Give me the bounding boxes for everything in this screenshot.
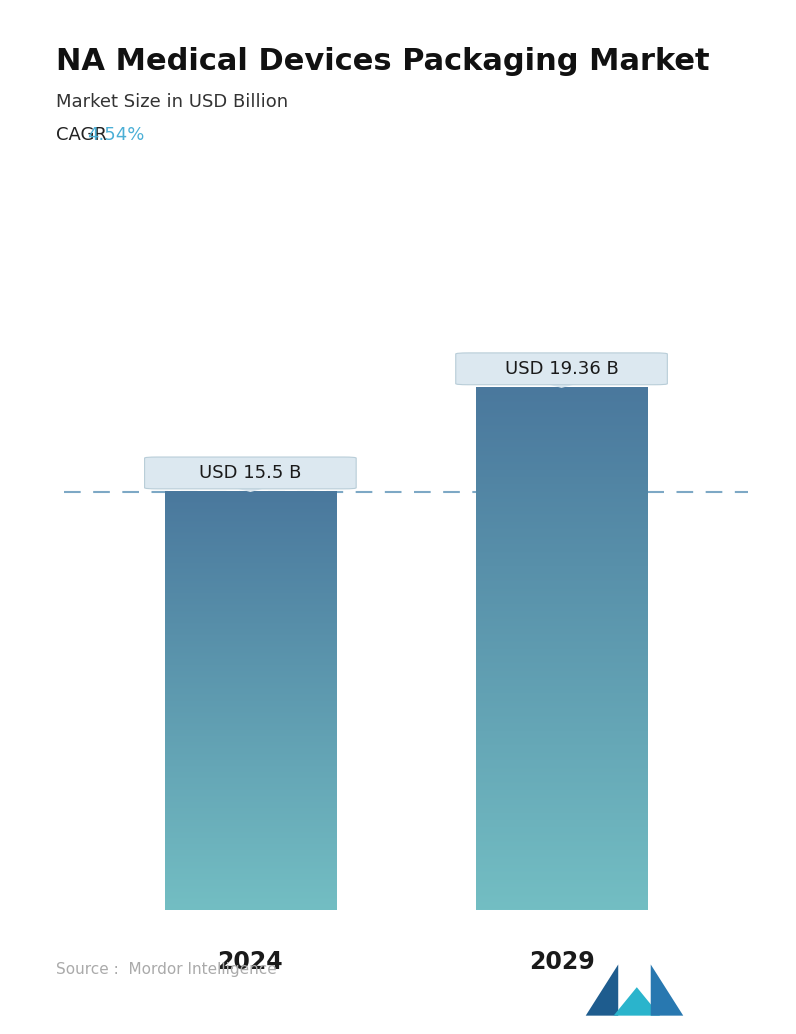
Polygon shape [586,965,618,1015]
Text: 2024: 2024 [217,950,283,974]
Polygon shape [235,487,266,491]
Text: Market Size in USD Billion: Market Size in USD Billion [56,93,288,111]
Text: USD 19.36 B: USD 19.36 B [505,360,618,377]
Polygon shape [651,965,683,1015]
Polygon shape [614,987,660,1015]
Text: CAGR: CAGR [56,126,112,144]
Polygon shape [546,384,577,387]
Text: 4.54%: 4.54% [87,126,144,144]
Text: USD 15.5 B: USD 15.5 B [199,464,302,482]
Text: 2029: 2029 [529,950,595,974]
Text: NA Medical Devices Packaging Market: NA Medical Devices Packaging Market [56,47,709,75]
FancyBboxPatch shape [145,457,356,489]
Text: Source :  Mordor Intelligence: Source : Mordor Intelligence [56,962,276,977]
FancyBboxPatch shape [456,353,667,385]
